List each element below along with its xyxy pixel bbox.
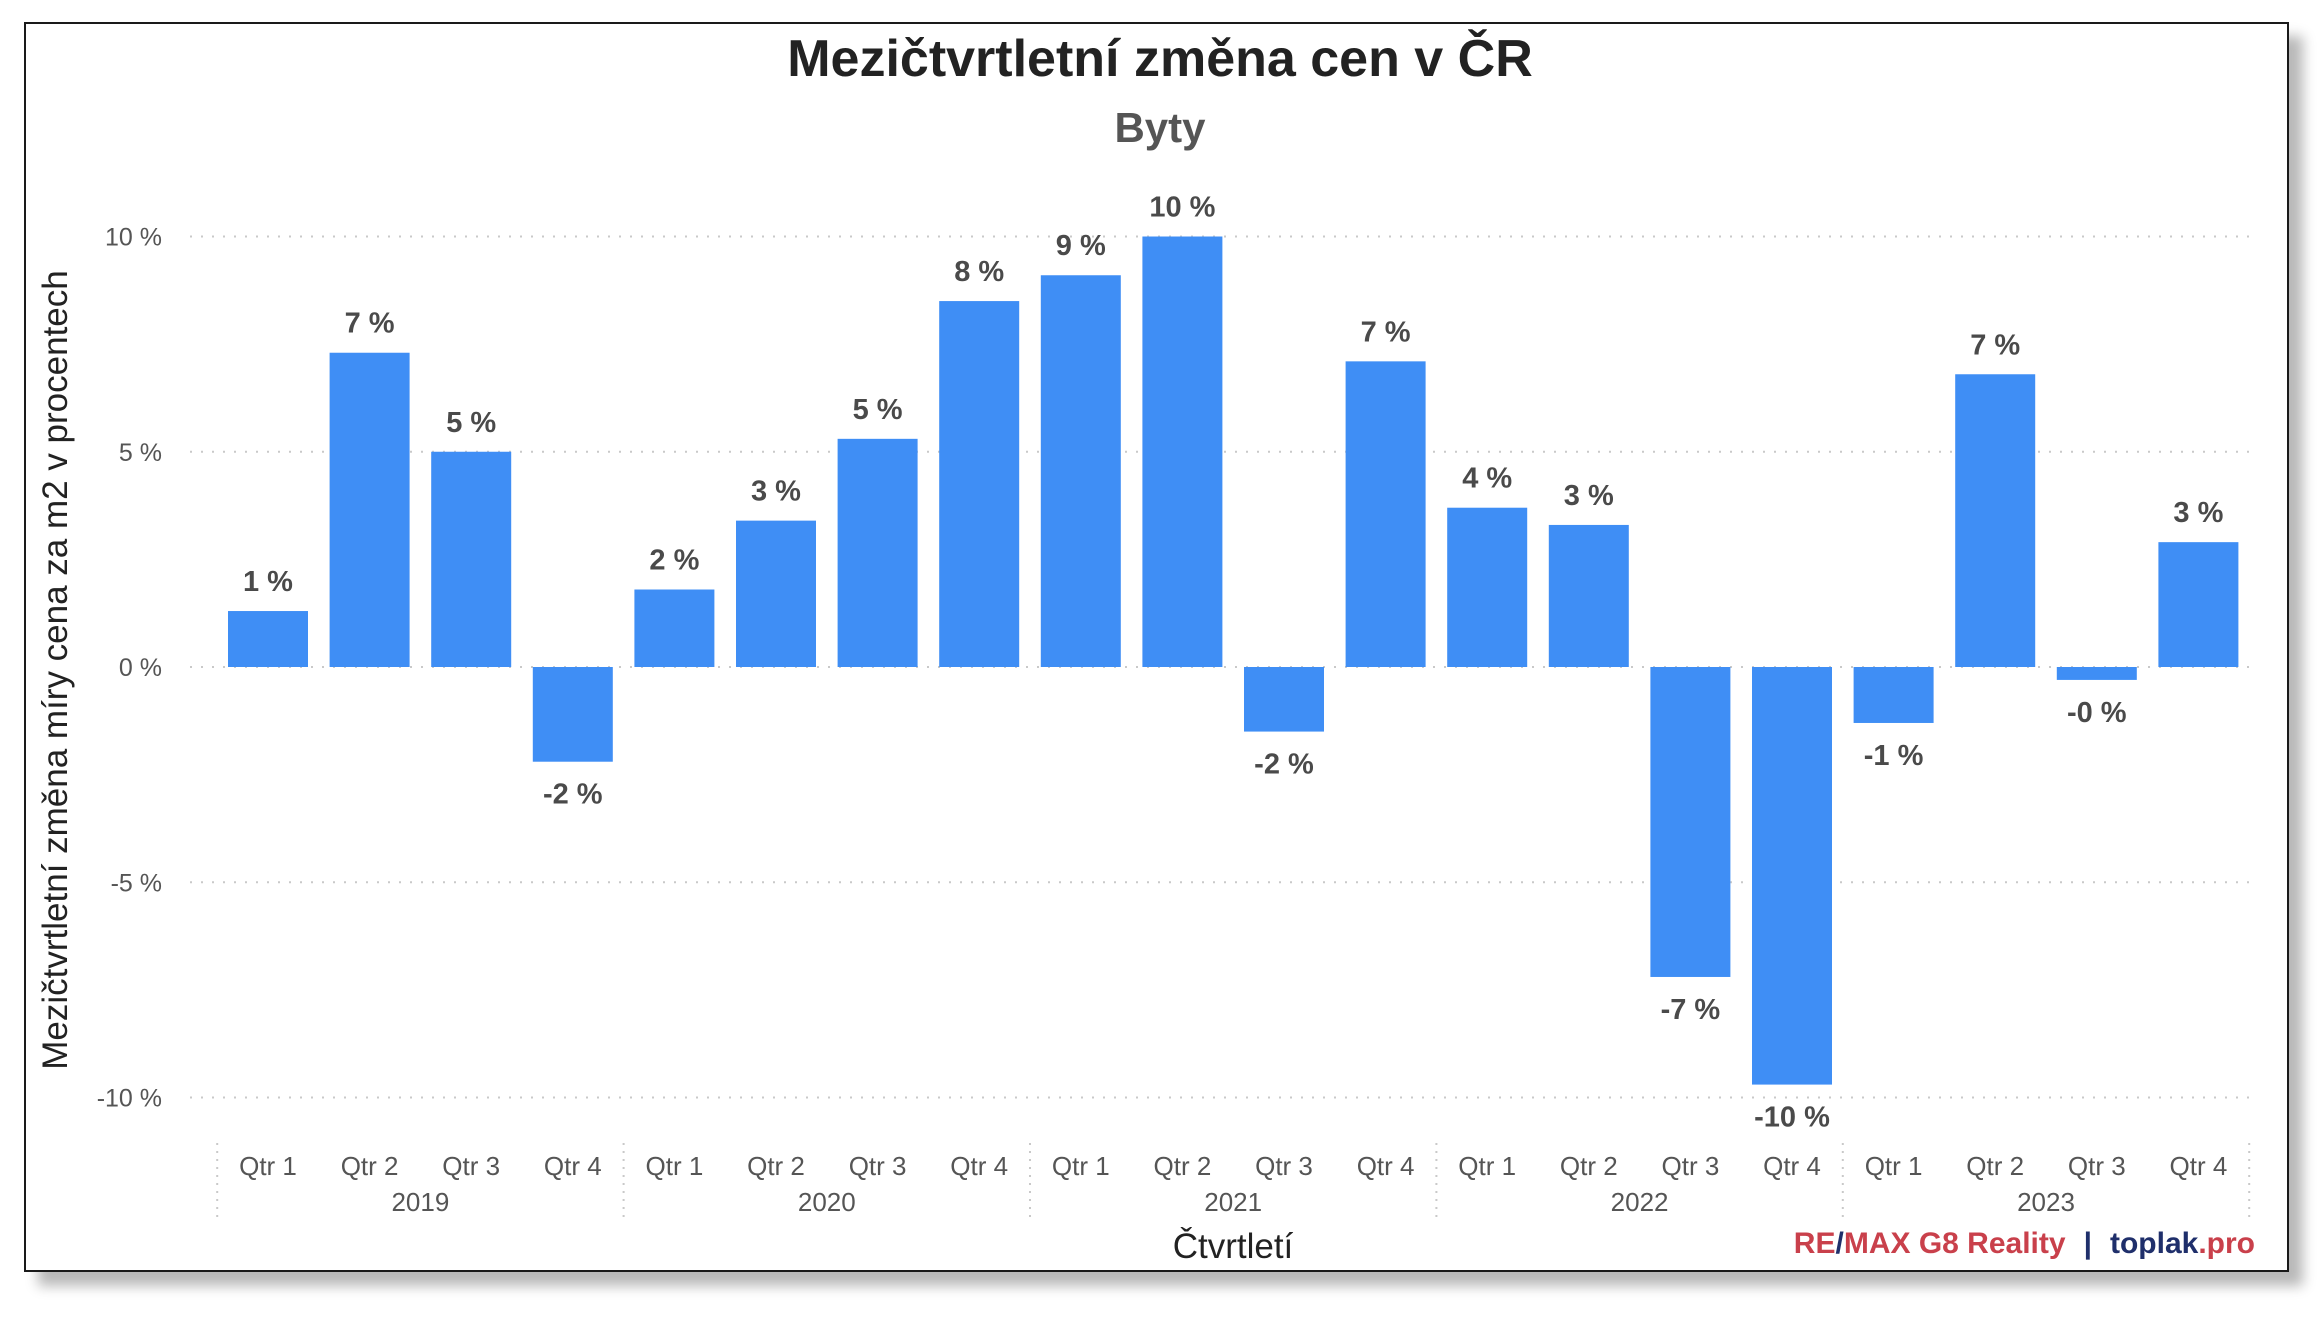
- data-label: 5 %: [446, 407, 496, 439]
- x-tick-label: Qtr 2: [1560, 1151, 1618, 1181]
- x-axis-title: Čtvrtletí: [1173, 1227, 1294, 1266]
- x-tick-label: Qtr 4: [950, 1151, 1008, 1181]
- bar: [1142, 236, 1223, 667]
- x-tick-label: Qtr 2: [1154, 1151, 1212, 1181]
- chart-subtitle: Byty: [1114, 104, 1206, 151]
- chart-title: Mezičtvrtletní změna cen v ČR: [787, 29, 1533, 88]
- data-label: 7 %: [1361, 316, 1411, 348]
- data-label: 3 %: [751, 476, 801, 508]
- bar: [1955, 374, 2036, 667]
- y-tick-label: 5 %: [119, 439, 162, 467]
- year-labels: 2019 2020 2021 2022 2023: [216, 1143, 2251, 1218]
- bar: [329, 352, 410, 667]
- x-tick-label: Qtr 1: [1865, 1151, 1923, 1181]
- year-label: 2019: [391, 1187, 449, 1217]
- bar: [1244, 667, 1324, 732]
- x-tick-label: Qtr 3: [2068, 1151, 2126, 1181]
- data-label: -0 %: [2067, 697, 2127, 729]
- data-label: 1 %: [243, 566, 293, 598]
- data-label: 4 %: [1462, 463, 1512, 495]
- bar: [939, 301, 1020, 667]
- bar: [431, 451, 512, 667]
- y-tick-label: 0 %: [119, 654, 162, 682]
- bar: [1040, 275, 1121, 667]
- bar: [1345, 361, 1426, 667]
- x-tick-label: Qtr 4: [1357, 1151, 1415, 1181]
- credit-separator: |: [2084, 1227, 2092, 1260]
- y-axis-ticks: 10 % 5 % 0 % -5 % -10 %: [97, 224, 162, 1113]
- x-tick-label: Qtr 3: [442, 1151, 500, 1181]
- x-tick-label: Qtr 1: [1052, 1151, 1110, 1181]
- bar: [634, 589, 715, 667]
- x-tick-label: Qtr 4: [544, 1151, 602, 1181]
- data-labels: 1 % 7 % 5 % -2 % 2 % 3 % 5 % 8 % 9 % 10 % -2 % 7 % 4…: [243, 192, 2224, 1134]
- credit-max: MAX G8 Reality: [1844, 1227, 2066, 1260]
- bar: [1548, 524, 1629, 667]
- credit-re: RE: [1794, 1227, 1836, 1260]
- y-axis-title: Mezičtvrtletní změna míry cena za m2 v p…: [36, 270, 75, 1069]
- credit-toplak: toplak: [2110, 1227, 2199, 1260]
- bar: [228, 611, 308, 667]
- data-label: 7 %: [1970, 329, 2020, 361]
- bar: [2056, 667, 2137, 680]
- data-label: 2 %: [649, 545, 699, 577]
- data-label: 10 %: [1149, 192, 1215, 224]
- x-axis-ticks: Qtr 1 Qtr 2 Qtr 3 Qtr 4 Qtr 1 Qtr 2 Qtr 3 Qtr 4…: [239, 1151, 2227, 1181]
- x-tick-label: Qtr 2: [341, 1151, 399, 1181]
- credit: RE/MAX G8 Reality | toplak.pro: [1794, 1227, 2255, 1260]
- x-tick-label: Qtr 3: [1662, 1151, 1720, 1181]
- bar: [736, 520, 816, 667]
- data-label: 3 %: [2173, 497, 2223, 529]
- x-tick-label: Qtr 1: [1458, 1151, 1516, 1181]
- credit-slash: /: [1835, 1227, 1844, 1260]
- y-tick-label: 10 %: [105, 224, 162, 252]
- data-label: -10 %: [1754, 1102, 1830, 1134]
- x-tick-label: Qtr 4: [2170, 1151, 2228, 1181]
- data-label: 5 %: [853, 394, 903, 426]
- bar: [837, 438, 918, 667]
- y-tick-label: -5 %: [111, 869, 162, 897]
- x-tick-label: Qtr 2: [747, 1151, 805, 1181]
- data-label: 8 %: [954, 256, 1004, 288]
- x-tick-label: Qtr 1: [646, 1151, 704, 1181]
- bar: [532, 667, 613, 762]
- x-tick-label: Qtr 4: [1763, 1151, 1821, 1181]
- year-label: 2023: [2017, 1187, 2075, 1217]
- data-label: 7 %: [345, 308, 395, 340]
- credit-pro: .pro: [2198, 1227, 2255, 1260]
- data-label: 3 %: [1564, 480, 1614, 512]
- year-label: 2021: [1204, 1187, 1262, 1217]
- data-label: -1 %: [1864, 740, 1924, 772]
- bar: [2158, 542, 2239, 667]
- data-label: -2 %: [1254, 749, 1314, 781]
- data-label: 9 %: [1056, 230, 1106, 262]
- bars: [228, 236, 2239, 1085]
- x-tick-label: Qtr 2: [1966, 1151, 2024, 1181]
- x-tick-label: Qtr 3: [849, 1151, 907, 1181]
- bar: [1752, 667, 1832, 1085]
- bar: [1650, 667, 1731, 977]
- y-tick-label: -10 %: [97, 1085, 162, 1113]
- year-label: 2020: [798, 1187, 856, 1217]
- bar: [1853, 667, 1934, 723]
- bar: [1447, 507, 1528, 667]
- data-label: -7 %: [1661, 994, 1721, 1026]
- x-tick-label: Qtr 3: [1255, 1151, 1313, 1181]
- x-tick-label: Qtr 1: [239, 1151, 297, 1181]
- data-label: -2 %: [543, 779, 603, 811]
- year-label: 2022: [1611, 1187, 1669, 1217]
